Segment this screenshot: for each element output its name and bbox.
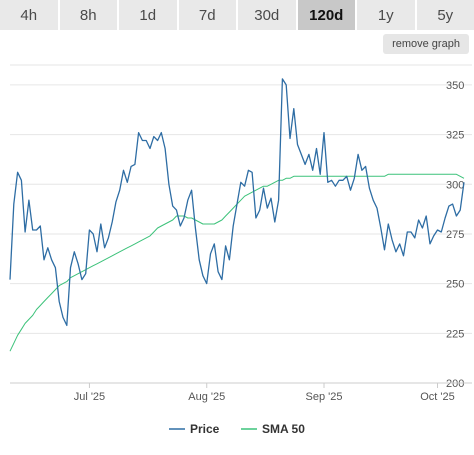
legend-item-price[interactable]: Price xyxy=(169,422,220,436)
y-tick-label: 325 xyxy=(446,130,464,142)
y-tick-label: 225 xyxy=(446,328,464,340)
tab-1d[interactable]: 1d xyxy=(119,0,179,30)
timeframe-tabs: 4h 8h 1d 7d 30d 120d 1y 5y xyxy=(0,0,474,30)
x-tick-label: Jul '25 xyxy=(74,391,105,403)
y-tick-label: 275 xyxy=(446,229,464,241)
y-tick-label: 200 xyxy=(446,378,464,390)
tab-1y[interactable]: 1y xyxy=(357,0,417,30)
tab-120d[interactable]: 120d xyxy=(297,0,357,30)
y-axis: 200 225 250 275 300 325 350 xyxy=(446,80,464,390)
legend: Price SMA 50 xyxy=(169,422,305,436)
tab-4h[interactable]: 4h xyxy=(0,0,60,30)
tab-30d[interactable]: 30d xyxy=(238,0,298,30)
x-tick-label: Aug '25 xyxy=(188,391,225,403)
remove-graph-button[interactable]: remove graph xyxy=(383,34,469,54)
x-tick-label: Sep '25 xyxy=(306,391,343,403)
tab-8h[interactable]: 8h xyxy=(59,0,119,30)
grid-lines xyxy=(10,64,472,384)
tab-7d[interactable]: 7d xyxy=(178,0,238,30)
series-lines xyxy=(9,78,465,352)
legend-label: SMA 50 xyxy=(262,422,305,436)
tab-5y[interactable]: 5y xyxy=(416,0,474,30)
y-tick-label: 250 xyxy=(446,279,464,291)
price-line xyxy=(9,78,465,327)
y-tick-label: 300 xyxy=(446,179,464,191)
x-tick-label: Oct '25 xyxy=(420,391,455,403)
legend-item-sma-50[interactable]: SMA 50 xyxy=(241,422,305,436)
x-axis: Jul '25 Aug '25 Sep '25 Oct '25 xyxy=(10,382,472,403)
legend-label: Price xyxy=(190,422,220,436)
y-tick-label: 350 xyxy=(446,80,464,92)
